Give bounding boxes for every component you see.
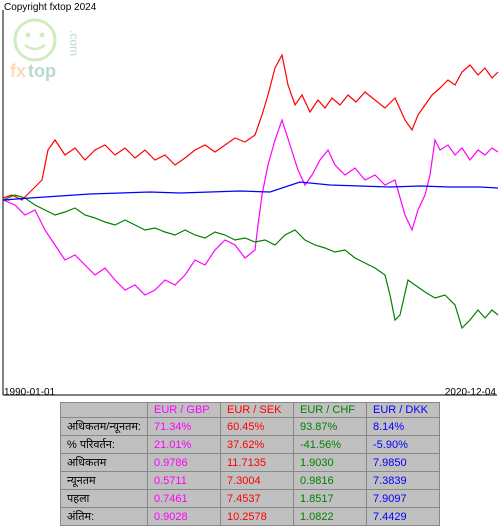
row-value: 1.9030 <box>294 454 367 472</box>
header-eursek: EUR / SEK <box>221 403 294 418</box>
row-value: 0.7461 <box>148 490 221 508</box>
header-empty <box>60 403 147 418</box>
line-chart <box>0 0 500 400</box>
date-start: 1990-01-01 <box>4 387 55 398</box>
table-row: % परिवर्तन:21.01%37.62%-41.56%-5.90% <box>60 436 439 454</box>
table-header-row: EUR / GBP EUR / SEK EUR / CHF EUR / DKK <box>60 403 439 418</box>
row-value: 8.14% <box>367 418 440 436</box>
header-eurdkk: EUR / DKK <box>367 403 440 418</box>
row-label: पहला <box>60 490 147 508</box>
row-value: 0.9786 <box>148 454 221 472</box>
row-value: 1.0822 <box>294 508 367 526</box>
row-value: 7.3839 <box>367 472 440 490</box>
row-value: -41.56% <box>294 436 367 454</box>
series-line <box>3 195 498 328</box>
series-line <box>3 55 498 200</box>
row-label: न्यूनतम <box>60 472 147 490</box>
row-label: % परिवर्तन: <box>60 436 147 454</box>
row-value: 71.34% <box>148 418 221 436</box>
row-value: 7.4429 <box>367 508 440 526</box>
row-value: 0.5711 <box>148 472 221 490</box>
stats-table: EUR / GBP EUR / SEK EUR / CHF EUR / DKK … <box>60 402 440 526</box>
row-value: 7.3004 <box>221 472 294 490</box>
table-row: पहला0.74617.45371.85177.9097 <box>60 490 439 508</box>
table-row: अंतिम:0.902810.25781.08227.4429 <box>60 508 439 526</box>
row-value: 11.7135 <box>221 454 294 472</box>
table-row: अधिकतम/न्यूनतम:71.34%60.45%93.87%8.14% <box>60 418 439 436</box>
table-row: अधिकतम0.978611.71351.90307.9850 <box>60 454 439 472</box>
chart-area: Copyright fxtop 2024 .com fx top 1990-01… <box>0 0 500 400</box>
row-value: 21.01% <box>148 436 221 454</box>
row-value: 60.45% <box>221 418 294 436</box>
table-row: न्यूनतम0.57117.30040.98167.3839 <box>60 472 439 490</box>
row-value: 1.8517 <box>294 490 367 508</box>
date-end: 2020-12-04 <box>445 387 496 398</box>
row-value: 37.62% <box>221 436 294 454</box>
header-eurchf: EUR / CHF <box>294 403 367 418</box>
row-value: 10.2578 <box>221 508 294 526</box>
row-value: 93.87% <box>294 418 367 436</box>
row-value: -5.90% <box>367 436 440 454</box>
row-value: 7.4537 <box>221 490 294 508</box>
row-label: अधिकतम <box>60 454 147 472</box>
header-eurgbp: EUR / GBP <box>148 403 221 418</box>
row-value: 7.9850 <box>367 454 440 472</box>
row-label: अंतिम: <box>60 508 147 526</box>
row-value: 0.9816 <box>294 472 367 490</box>
row-label: अधिकतम/न्यूनतम: <box>60 418 147 436</box>
row-value: 7.9097 <box>367 490 440 508</box>
row-value: 0.9028 <box>148 508 221 526</box>
series-line <box>3 120 498 295</box>
